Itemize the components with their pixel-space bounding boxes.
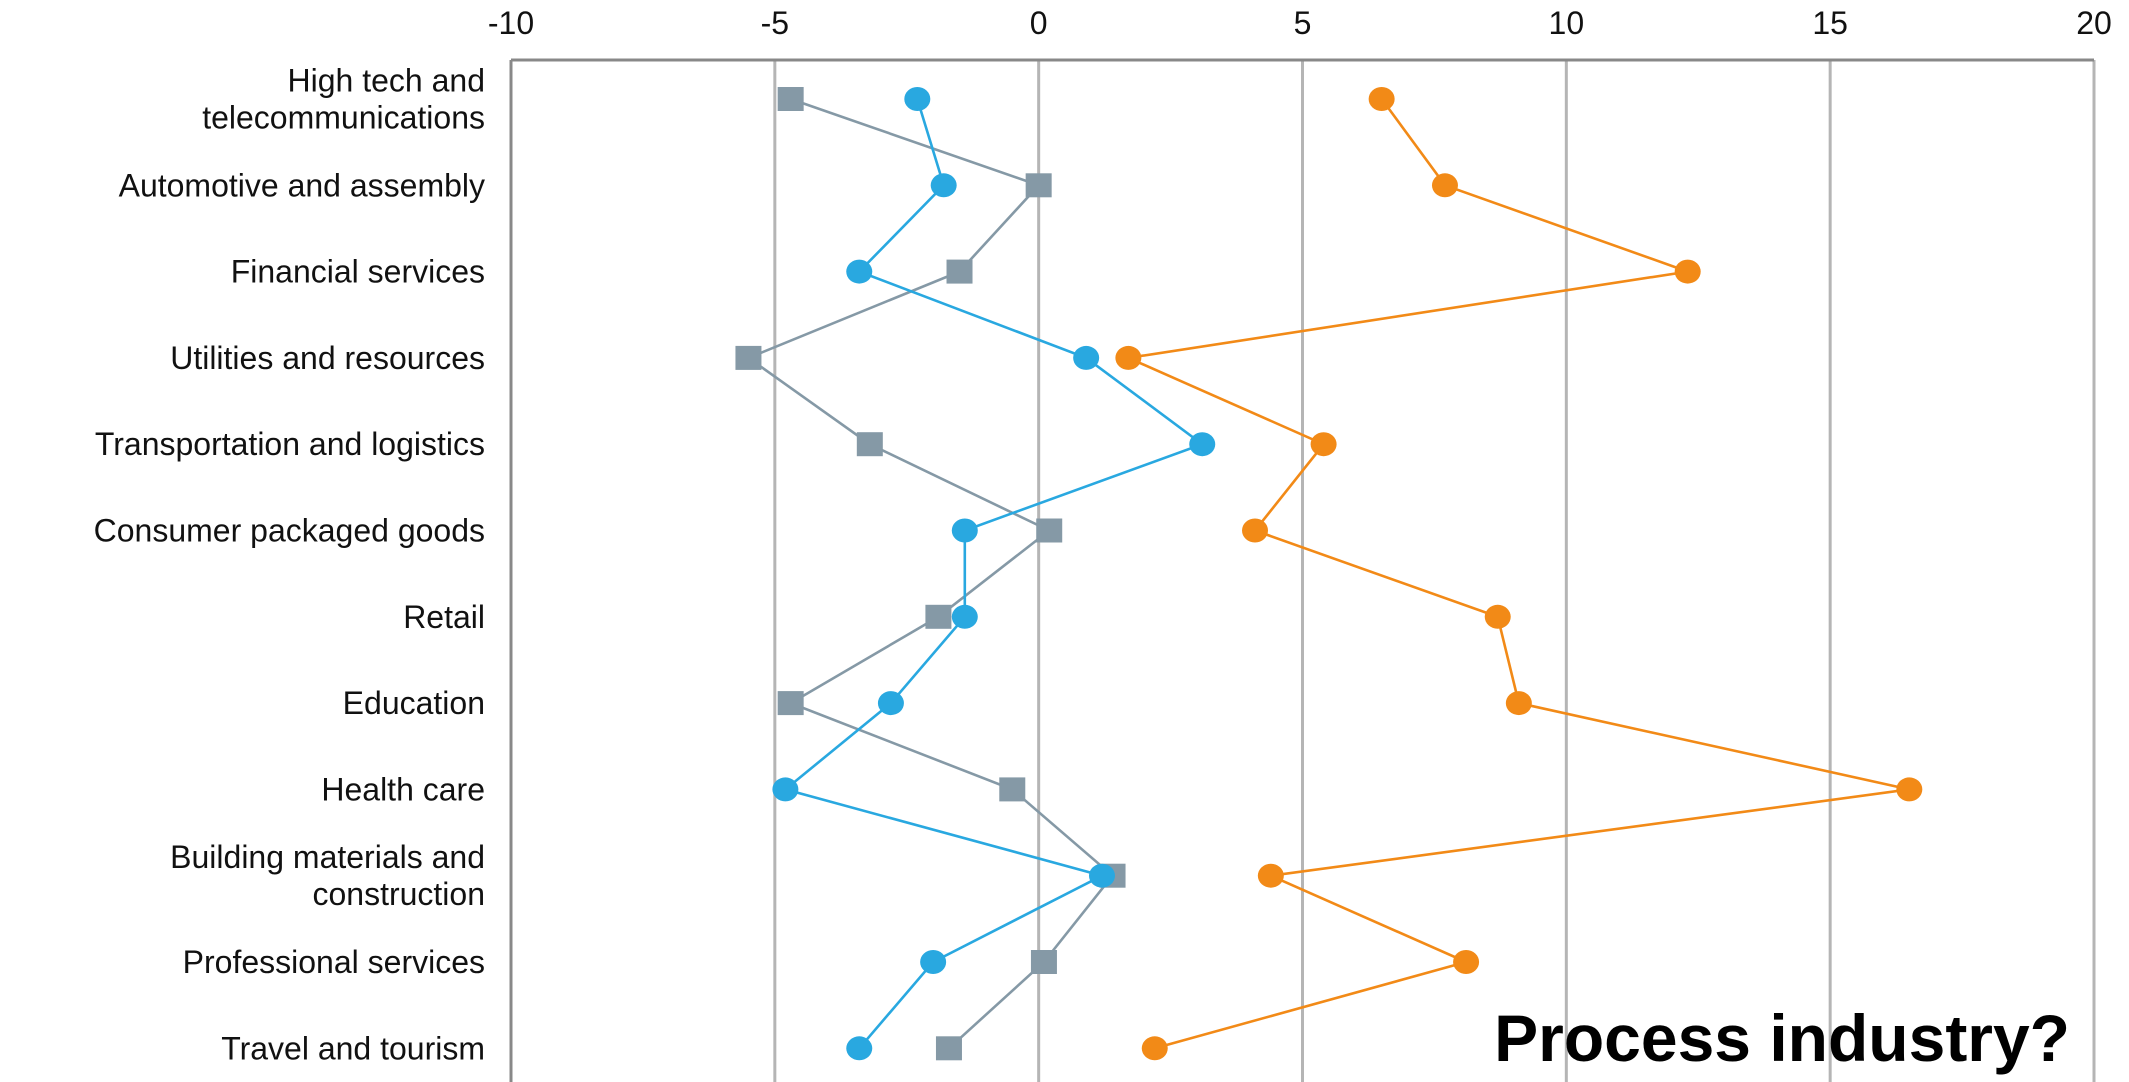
data-point [1310, 432, 1337, 457]
data-point [1453, 950, 1480, 974]
data-point [951, 518, 978, 543]
category-label: Utilities and resources [170, 340, 485, 376]
series-1 [735, 87, 1126, 1061]
data-point [935, 1036, 962, 1061]
series-2 [772, 87, 1216, 1061]
data-point [846, 1036, 873, 1061]
category-label: Education [343, 685, 485, 721]
data-point [1257, 863, 1284, 888]
data-point [1505, 691, 1532, 716]
category-label: Health care [321, 771, 485, 807]
category-label: telecommunications [202, 100, 485, 136]
x-tick-label: 0 [1030, 5, 1048, 41]
series-line [745, 97, 1115, 1050]
data-point [930, 173, 957, 198]
category-label: Building materials and [170, 839, 485, 875]
data-point [877, 691, 904, 716]
x-axis: -10 -5 0 5 10 15 20 [488, 5, 2112, 62]
category-label: High tech and [288, 63, 485, 99]
data-point [1189, 432, 1216, 457]
data-point [1674, 259, 1701, 284]
x-tick-label: 10 [1549, 5, 1585, 41]
data-point [856, 432, 883, 457]
category-label: Transportation and logistics [95, 426, 485, 462]
x-tick-label: 5 [1294, 5, 1312, 41]
data-point [777, 691, 804, 716]
data-point [999, 777, 1026, 802]
data-point [1431, 173, 1458, 198]
data-point [920, 950, 947, 974]
data-point [904, 87, 931, 111]
annotation: Process industry? [1494, 1001, 2070, 1075]
category-label: Automotive and assembly [119, 167, 485, 203]
x-tick-label: -5 [761, 5, 789, 41]
data-point [1141, 1036, 1168, 1061]
gridlines [509, 60, 2096, 1082]
data-point [1368, 87, 1395, 111]
data-point [777, 87, 804, 111]
x-tick-label: -10 [488, 5, 534, 41]
series-line [1123, 98, 1910, 1050]
category-label: Financial services [231, 254, 485, 290]
data-point [1073, 345, 1100, 370]
series-line [782, 98, 1205, 1050]
data-point [1025, 173, 1052, 198]
data-point [951, 604, 978, 629]
data-point [946, 259, 973, 284]
data-point [772, 777, 799, 802]
category-label: Professional services [183, 944, 485, 980]
data-point [1115, 345, 1142, 370]
data-point [1242, 518, 1269, 543]
data-point [1896, 777, 1923, 802]
category-label: Retail [403, 599, 485, 635]
category-label: construction [312, 876, 485, 912]
x-tick-label: 15 [1812, 5, 1848, 41]
data-point [846, 259, 873, 284]
data-point [1036, 518, 1063, 543]
series-3 [1115, 87, 1923, 1061]
data-point [735, 345, 762, 370]
category-label: Consumer packaged goods [94, 513, 485, 549]
category-label: Travel and tourism [221, 1030, 485, 1066]
data-point [1484, 604, 1511, 629]
x-tick-label: 20 [2076, 5, 2112, 41]
data-point [1088, 863, 1115, 888]
series [735, 87, 1923, 1061]
data-point [925, 604, 952, 629]
data-point [1030, 950, 1057, 974]
